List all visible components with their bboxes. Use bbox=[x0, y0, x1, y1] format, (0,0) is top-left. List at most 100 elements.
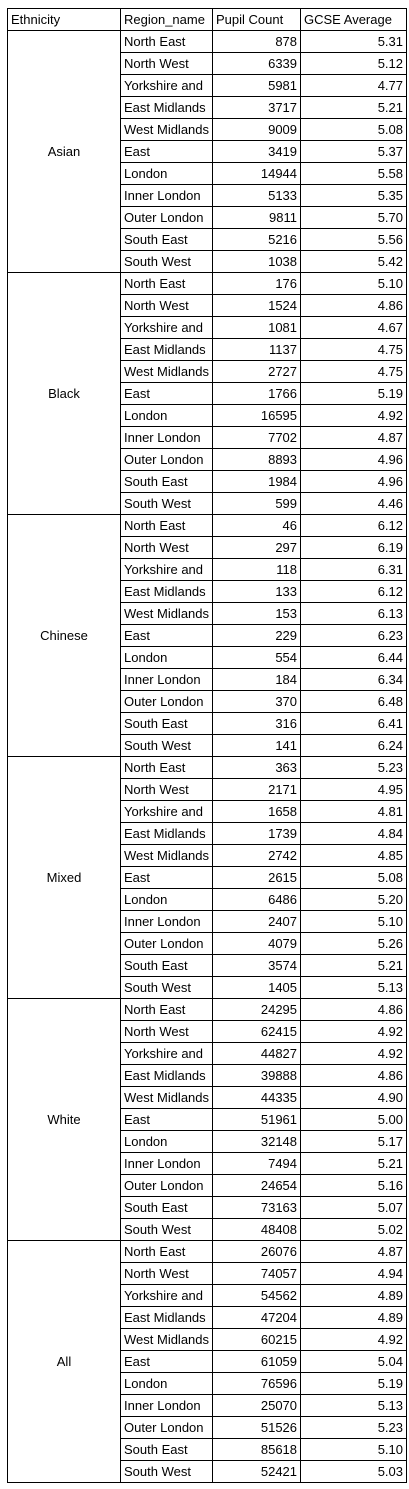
region-cell[interactable]: Yorkshire and bbox=[119, 800, 214, 823]
pupil-count-cell[interactable]: 1081 bbox=[212, 316, 302, 339]
gcse-average-cell[interactable]: 4.96 bbox=[300, 448, 408, 471]
region-cell[interactable]: East bbox=[119, 866, 214, 889]
gcse-average-cell[interactable]: 5.16 bbox=[300, 1174, 408, 1197]
pupil-count-cell[interactable]: 1405 bbox=[212, 976, 302, 999]
pupil-count-cell[interactable]: 1739 bbox=[212, 822, 302, 845]
pupil-count-cell[interactable]: 5981 bbox=[212, 74, 302, 97]
gcse-average-cell[interactable]: 5.37 bbox=[300, 140, 408, 163]
pupil-count-cell[interactable]: 176 bbox=[212, 272, 302, 295]
pupil-count-cell[interactable]: 6339 bbox=[212, 52, 302, 75]
pupil-count-cell[interactable]: 1137 bbox=[212, 338, 302, 361]
header-pupil-count[interactable]: Pupil Count bbox=[212, 8, 302, 31]
region-cell[interactable]: South East bbox=[119, 228, 214, 251]
ethnicity-cell[interactable]: Chinese bbox=[7, 514, 121, 757]
gcse-average-cell[interactable]: 4.46 bbox=[300, 492, 408, 515]
gcse-average-cell[interactable]: 4.89 bbox=[300, 1306, 408, 1329]
region-cell[interactable]: Outer London bbox=[119, 1416, 214, 1439]
region-cell[interactable]: Inner London bbox=[119, 910, 214, 933]
gcse-average-cell[interactable]: 6.41 bbox=[300, 712, 408, 735]
region-cell[interactable]: South East bbox=[119, 470, 214, 493]
pupil-count-cell[interactable]: 85618 bbox=[212, 1438, 302, 1461]
pupil-count-cell[interactable]: 363 bbox=[212, 756, 302, 779]
region-cell[interactable]: North East bbox=[119, 514, 214, 537]
pupil-count-cell[interactable]: 8893 bbox=[212, 448, 302, 471]
region-cell[interactable]: East bbox=[119, 624, 214, 647]
gcse-average-cell[interactable]: 4.84 bbox=[300, 822, 408, 845]
pupil-count-cell[interactable]: 1658 bbox=[212, 800, 302, 823]
pupil-count-cell[interactable]: 62415 bbox=[212, 1020, 302, 1043]
gcse-average-cell[interactable]: 4.90 bbox=[300, 1086, 408, 1109]
gcse-average-cell[interactable]: 6.24 bbox=[300, 734, 408, 757]
region-cell[interactable]: London bbox=[119, 1130, 214, 1153]
region-cell[interactable]: West Midlands bbox=[119, 118, 214, 141]
region-cell[interactable]: Outer London bbox=[119, 932, 214, 955]
gcse-average-cell[interactable]: 5.17 bbox=[300, 1130, 408, 1153]
pupil-count-cell[interactable]: 118 bbox=[212, 558, 302, 581]
gcse-average-cell[interactable]: 6.48 bbox=[300, 690, 408, 713]
region-cell[interactable]: East Midlands bbox=[119, 822, 214, 845]
region-cell[interactable]: London bbox=[119, 888, 214, 911]
gcse-average-cell[interactable]: 5.10 bbox=[300, 272, 408, 295]
region-cell[interactable]: Yorkshire and bbox=[119, 1042, 214, 1065]
region-cell[interactable]: Outer London bbox=[119, 206, 214, 229]
gcse-average-cell[interactable]: 5.26 bbox=[300, 932, 408, 955]
pupil-count-cell[interactable]: 7494 bbox=[212, 1152, 302, 1175]
pupil-count-cell[interactable]: 3574 bbox=[212, 954, 302, 977]
region-cell[interactable]: West Midlands bbox=[119, 1328, 214, 1351]
pupil-count-cell[interactable]: 297 bbox=[212, 536, 302, 559]
pupil-count-cell[interactable]: 153 bbox=[212, 602, 302, 625]
pupil-count-cell[interactable]: 26076 bbox=[212, 1240, 302, 1263]
region-cell[interactable]: London bbox=[119, 1372, 214, 1395]
region-cell[interactable]: North East bbox=[119, 756, 214, 779]
region-cell[interactable]: South East bbox=[119, 1438, 214, 1461]
gcse-average-cell[interactable]: 4.87 bbox=[300, 426, 408, 449]
gcse-average-cell[interactable]: 5.03 bbox=[300, 1460, 408, 1483]
region-cell[interactable]: East Midlands bbox=[119, 338, 214, 361]
region-cell[interactable]: Inner London bbox=[119, 668, 214, 691]
pupil-count-cell[interactable]: 24654 bbox=[212, 1174, 302, 1197]
region-cell[interactable]: South East bbox=[119, 954, 214, 977]
gcse-average-cell[interactable]: 4.92 bbox=[300, 404, 408, 427]
ethnicity-cell[interactable]: Asian bbox=[7, 30, 121, 273]
region-cell[interactable]: South East bbox=[119, 712, 214, 735]
gcse-average-cell[interactable]: 4.92 bbox=[300, 1328, 408, 1351]
gcse-average-cell[interactable]: 5.20 bbox=[300, 888, 408, 911]
gcse-average-cell[interactable]: 5.21 bbox=[300, 96, 408, 119]
region-cell[interactable]: North West bbox=[119, 1262, 214, 1285]
gcse-average-cell[interactable]: 4.94 bbox=[300, 1262, 408, 1285]
gcse-average-cell[interactable]: 4.86 bbox=[300, 294, 408, 317]
region-cell[interactable]: Inner London bbox=[119, 1152, 214, 1175]
region-cell[interactable]: Inner London bbox=[119, 426, 214, 449]
gcse-average-cell[interactable]: 4.86 bbox=[300, 998, 408, 1021]
pupil-count-cell[interactable]: 51526 bbox=[212, 1416, 302, 1439]
pupil-count-cell[interactable]: 229 bbox=[212, 624, 302, 647]
region-cell[interactable]: North East bbox=[119, 1240, 214, 1263]
region-cell[interactable]: East Midlands bbox=[119, 580, 214, 603]
gcse-average-cell[interactable]: 5.19 bbox=[300, 1372, 408, 1395]
pupil-count-cell[interactable]: 2171 bbox=[212, 778, 302, 801]
gcse-average-cell[interactable]: 5.21 bbox=[300, 954, 408, 977]
pupil-count-cell[interactable]: 1524 bbox=[212, 294, 302, 317]
ethnicity-cell[interactable]: All bbox=[7, 1240, 121, 1483]
region-cell[interactable]: East bbox=[119, 382, 214, 405]
region-cell[interactable]: East bbox=[119, 1108, 214, 1131]
ethnicity-cell[interactable]: Mixed bbox=[7, 756, 121, 999]
region-cell[interactable]: North West bbox=[119, 536, 214, 559]
region-cell[interactable]: Outer London bbox=[119, 690, 214, 713]
region-cell[interactable]: Yorkshire and bbox=[119, 74, 214, 97]
pupil-count-cell[interactable]: 4079 bbox=[212, 932, 302, 955]
gcse-average-cell[interactable]: 4.92 bbox=[300, 1042, 408, 1065]
pupil-count-cell[interactable]: 14944 bbox=[212, 162, 302, 185]
gcse-average-cell[interactable]: 6.44 bbox=[300, 646, 408, 669]
pupil-count-cell[interactable]: 3717 bbox=[212, 96, 302, 119]
pupil-count-cell[interactable]: 184 bbox=[212, 668, 302, 691]
region-cell[interactable]: Yorkshire and bbox=[119, 316, 214, 339]
region-cell[interactable]: South West bbox=[119, 976, 214, 999]
gcse-average-cell[interactable]: 5.00 bbox=[300, 1108, 408, 1131]
gcse-average-cell[interactable]: 6.31 bbox=[300, 558, 408, 581]
pupil-count-cell[interactable]: 878 bbox=[212, 30, 302, 53]
region-cell[interactable]: South West bbox=[119, 1218, 214, 1241]
gcse-average-cell[interactable]: 6.13 bbox=[300, 602, 408, 625]
gcse-average-cell[interactable]: 5.10 bbox=[300, 910, 408, 933]
gcse-average-cell[interactable]: 5.35 bbox=[300, 184, 408, 207]
